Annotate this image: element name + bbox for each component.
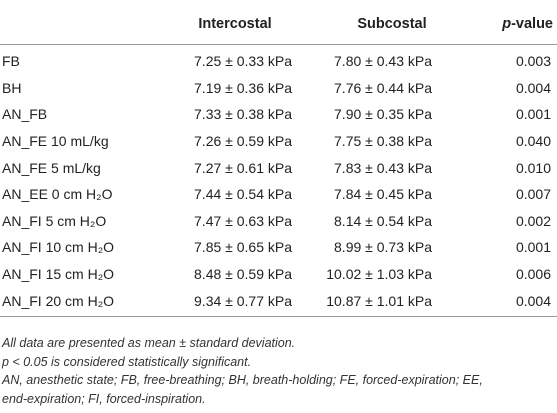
data-table: Intercostal Subcostal p-value FB 7.25 ± …	[0, 4, 557, 317]
header-label	[0, 4, 150, 45]
row-label: FB	[2, 53, 20, 70]
subcostal-value: 7.80 ± 0.43 kPa	[334, 53, 432, 70]
p-value: 0.004	[515, 79, 551, 96]
header-p-italic: p	[502, 16, 512, 32]
table-row: AN_FB 7.33 ± 0.38 kPa 7.90 ± 0.35 kPa 0.…	[0, 101, 557, 128]
table-row: AN_FI 5 cm H₂O 7.47 ± 0.63 kPa 8.14 ± 0.…	[0, 208, 557, 235]
intercostal-value: 8.48 ± 0.59 kPa	[194, 266, 292, 283]
row-label: AN_FI 5 cm H₂O	[2, 212, 107, 229]
subcostal-value: 10.02 ± 1.03 kPa	[326, 266, 432, 283]
row-label: BH	[2, 79, 22, 96]
subcostal-value: 8.14 ± 0.54 kPa	[334, 212, 432, 229]
p-value: 0.001	[515, 106, 551, 123]
p-value: 0.003	[515, 53, 551, 70]
table-row: AN_FI 20 cm H₂O 9.34 ± 0.77 kPa 10.87 ± …	[0, 287, 557, 317]
intercostal-value: 7.27 ± 0.61 kPa	[194, 159, 292, 176]
p-value: 0.002	[515, 212, 551, 229]
subcostal-value: 10.87 ± 1.01 kPa	[300, 287, 470, 317]
subcostal-value: 7.83 ± 0.43 kPa	[334, 159, 432, 176]
intercostal-value: 7.33 ± 0.38 kPa	[194, 106, 292, 123]
subcostal-value: 7.90 ± 0.35 kPa	[334, 106, 432, 123]
table-row: BH 7.19 ± 0.36 kPa 7.76 ± 0.44 kPa 0.004	[0, 75, 557, 102]
table-row: AN_FI 15 cm H₂O 8.48 ± 0.59 kPa 10.02 ± …	[0, 261, 557, 288]
table-row: AN_FE 10 mL/kg 7.26 ± 0.59 kPa 7.75 ± 0.…	[0, 128, 557, 155]
row-label: AN_EE 0 cm H₂O	[2, 186, 113, 203]
table-row: AN_FI 10 cm H₂O 7.85 ± 0.65 kPa 8.99 ± 0…	[0, 234, 557, 261]
p-value: 0.001	[515, 239, 551, 256]
footnote-line: AN, anesthetic state; FB, free-breathing…	[2, 373, 483, 387]
intercostal-value: 7.19 ± 0.36 kPa	[194, 79, 292, 96]
table-row: AN_EE 0 cm H₂O 7.44 ± 0.54 kPa 7.84 ± 0.…	[0, 181, 557, 208]
row-label: AN_FB	[2, 106, 48, 123]
header-intercostal: Intercostal	[150, 4, 300, 45]
table-row: FB 7.25 ± 0.33 kPa 7.80 ± 0.43 kPa 0.003	[0, 45, 557, 75]
subcostal-value: 7.75 ± 0.38 kPa	[334, 133, 432, 150]
intercostal-value: 7.47 ± 0.63 kPa	[194, 212, 292, 229]
subcostal-value: 8.99 ± 0.73 kPa	[334, 239, 432, 256]
subcostal-value: 7.84 ± 0.45 kPa	[334, 186, 432, 203]
intercostal-value: 7.44 ± 0.54 kPa	[194, 186, 292, 203]
row-label: AN_FE 10 mL/kg	[2, 133, 109, 150]
row-label: AN_FI 20 cm H₂O	[0, 287, 150, 317]
p-value: 0.004	[470, 287, 557, 317]
table-row: AN_FE 5 mL/kg 7.27 ± 0.61 kPa 7.83 ± 0.4…	[0, 154, 557, 181]
subcostal-value: 7.76 ± 0.44 kPa	[334, 79, 432, 96]
row-label: AN_FI 15 cm H₂O	[2, 266, 115, 283]
header-row: Intercostal Subcostal p-value	[0, 4, 557, 45]
intercostal-value: 7.25 ± 0.33 kPa	[194, 53, 292, 70]
footnote-line: p < 0.05 is considered statistically sig…	[2, 354, 252, 369]
table-footnotes: All data are presented as mean ± standar…	[2, 334, 552, 408]
header-p-value: p-value	[470, 4, 557, 45]
row-label: AN_FI 10 cm H₂O	[2, 239, 115, 256]
footnote-line: All data are presented as mean ± standar…	[2, 336, 296, 350]
row-label: AN_FE 5 mL/kg	[2, 159, 101, 176]
p-value: 0.006	[515, 266, 551, 283]
header-p-rest: -value	[511, 16, 553, 32]
p-value: 0.007	[515, 186, 551, 203]
footnote-line: end-expiration; FI, forced-inspiration.	[2, 391, 206, 406]
intercostal-value: 7.85 ± 0.65 kPa	[194, 239, 292, 256]
intercostal-value: 9.34 ± 0.77 kPa	[150, 287, 300, 317]
p-value: 0.010	[515, 159, 551, 176]
p-value: 0.040	[515, 133, 551, 150]
intercostal-value: 7.26 ± 0.59 kPa	[194, 133, 292, 150]
header-subcostal: Subcostal	[300, 4, 470, 45]
